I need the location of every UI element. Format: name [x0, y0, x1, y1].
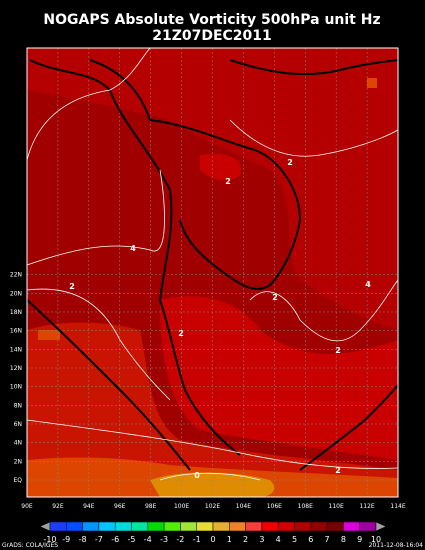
lat-label: 8N	[14, 402, 22, 409]
lon-label: 94E	[83, 503, 95, 510]
colorbar-label: -4	[144, 535, 152, 544]
colorbar-label: 3	[259, 535, 264, 544]
lat-label: 20N	[10, 290, 22, 297]
lat-label: 6N	[14, 421, 22, 428]
colorbar-swatch	[277, 521, 295, 532]
colorbar-label: 7	[325, 535, 330, 544]
lat-label: 4N	[14, 440, 22, 447]
colorbar-swatch	[131, 521, 149, 532]
colorbar-swatch	[147, 521, 165, 532]
colorbar-label: 0	[210, 535, 215, 544]
contour-label: 2	[69, 282, 75, 291]
contour-label: 2	[335, 346, 341, 355]
colorbar-swatch	[212, 521, 230, 532]
colorbar-swatch	[98, 521, 116, 532]
lon-label: 106E	[267, 503, 282, 510]
contour-label: 2	[225, 177, 231, 186]
map-frame	[26, 47, 399, 498]
colorbar-label: 2	[243, 535, 248, 544]
footer-left: GrADS: COLA/IGES	[2, 542, 58, 549]
contour-label: 4	[365, 280, 371, 289]
lon-label: 100E	[174, 503, 189, 510]
colorbar-swatch	[163, 521, 181, 532]
contour-label: 4	[130, 244, 136, 253]
colorbar-label: 8	[341, 535, 346, 544]
colorbar-label: -7	[95, 535, 103, 544]
colorbar-label: 9	[357, 535, 362, 544]
colorbar-swatch	[310, 521, 328, 532]
colorbar-label: -1	[193, 535, 201, 544]
colorbar-swatch	[196, 521, 214, 532]
contour-label: 2	[272, 293, 278, 302]
lon-label: 96E	[114, 503, 126, 510]
footer-right: 2011-12-08-16:04	[369, 542, 424, 549]
colorbar-label: 1	[227, 535, 232, 544]
colorbar-label: -8	[79, 535, 87, 544]
lat-label: 2N	[14, 458, 22, 465]
lat-label: 18N	[10, 309, 22, 316]
colorbar-label: -9	[62, 535, 70, 544]
colorbar-label: -3	[160, 535, 168, 544]
lon-label: 104E	[236, 503, 251, 510]
colorbar-swatch	[229, 521, 246, 532]
colorbar-swatch	[82, 521, 100, 532]
contour-label: 2	[335, 466, 341, 475]
lat-label: 22N	[10, 272, 22, 279]
colorbar-arrow	[39, 521, 51, 532]
colorbar-label: -6	[111, 535, 119, 544]
colorbar-swatch	[261, 521, 279, 532]
map-subtitle: 21Z07DEC2011	[152, 28, 272, 44]
colorbar-label: 6	[308, 535, 313, 544]
colorbar-label: 10	[371, 535, 381, 544]
lon-label: 114E	[390, 503, 405, 510]
lat-label: 12N	[10, 365, 22, 372]
colorbar	[39, 521, 387, 532]
colorbar-label: 5	[292, 535, 297, 544]
lat-label: 10N	[10, 384, 22, 391]
lon-label: 108E	[298, 503, 313, 510]
colorbar-swatch	[343, 521, 360, 532]
lon-label: 92E	[52, 503, 64, 510]
lon-label: 90E	[21, 503, 33, 510]
lat-label: 14N	[10, 346, 22, 353]
lon-label: 98E	[145, 503, 157, 510]
lon-label: 112E	[359, 503, 374, 510]
lon-label: 102E	[205, 503, 220, 510]
lat-label: 16N	[10, 328, 22, 335]
colorbar-swatch	[49, 521, 67, 532]
contours	[26, 47, 399, 481]
coastlines	[26, 59, 399, 471]
colorbar-label: -2	[176, 535, 184, 544]
colorbar-swatch	[326, 521, 344, 532]
colorbar-label: -10	[43, 535, 56, 544]
map-title: NOGAPS Absolute Vorticity 500hPa unit Hz	[43, 12, 380, 28]
colorbar-swatch	[359, 521, 377, 532]
lat-label: EQ	[13, 477, 22, 484]
colorbar-swatch	[245, 521, 263, 532]
colorbar-swatch	[294, 521, 312, 532]
contour-label: 2	[178, 329, 184, 338]
contour-label: 0	[194, 471, 200, 480]
colorbar-label: -5	[128, 535, 136, 544]
contour-label: 2	[287, 158, 293, 167]
colorbar-swatch	[66, 521, 83, 532]
colorbar-swatch	[180, 521, 197, 532]
colorbar-arrow	[375, 521, 387, 532]
colorbar-swatch	[114, 521, 132, 532]
colorbar-label: 4	[276, 535, 281, 544]
lon-label: 110E	[329, 503, 344, 510]
